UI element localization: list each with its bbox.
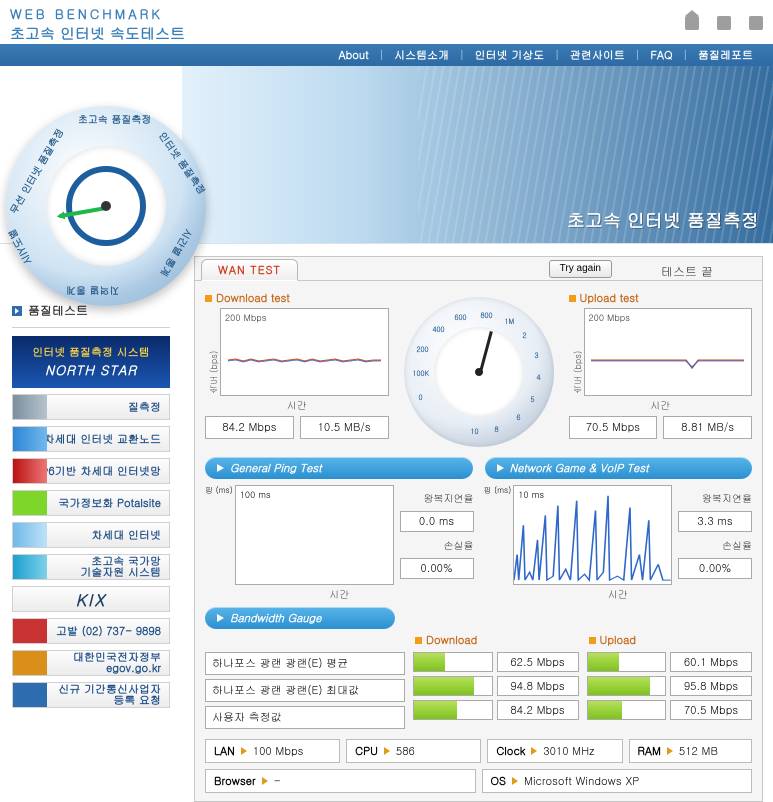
- ping-game-xlabel: 시간: [484, 587, 753, 601]
- ping-general-yunit: 핑 (ms): [205, 485, 235, 585]
- sidebar-item-2[interactable]: IPv6기반 차세대 인터넷망: [12, 458, 170, 484]
- sys-clock: Clock3010 MHz: [487, 739, 622, 763]
- bw-ul-bar-0: [587, 652, 667, 672]
- download-title: Download test: [216, 291, 290, 306]
- sitemap-icon[interactable]: [717, 16, 731, 30]
- wan-panel: WAN TEST Try again 테스트 끝 Download test 속…: [194, 256, 763, 802]
- bw-ul-bar-2: [587, 700, 667, 720]
- gauge-seg-3[interactable]: 지역별 통계: [66, 284, 119, 298]
- sidebar-item-9[interactable]: 신규 기간통신사업자 등록 요청: [12, 682, 170, 708]
- upload-speed-mbps: 70.5 Mbps: [569, 416, 658, 439]
- bw-row-label-1: 하나포스 광랜 광랜(E) 최대값: [205, 679, 405, 702]
- nav-faq[interactable]: FAQ: [640, 48, 682, 63]
- ping-game-chart: 10 ms: [513, 485, 672, 585]
- ping-general-loss-label: 손실율: [400, 538, 474, 552]
- bw-dl-bar-2: [413, 700, 493, 720]
- sys-ram: RAM512 MB: [629, 739, 752, 763]
- upload-ylabel: 속도 (bps): [569, 308, 584, 396]
- tab-wan-test[interactable]: WAN TEST: [201, 259, 298, 281]
- sys-browser: Browser-: [205, 769, 476, 793]
- pill-game-voip: Network Game & VoIP Test: [485, 457, 753, 479]
- bw-ul-val-2: 70.5 Mbps: [670, 700, 752, 720]
- pill-general-ping: General Ping Test: [205, 457, 473, 479]
- upload-xlabel: 시간: [569, 398, 753, 412]
- nav-related[interactable]: 관련사이트: [560, 48, 635, 63]
- bw-download-head: Download: [426, 633, 477, 648]
- sidebar-item-4[interactable]: 차세대 인터넷: [12, 522, 170, 548]
- primary-nav: About| 시스템소개| 인터넷 기상도| 관련사이트| FAQ| 품질레포트: [0, 44, 773, 66]
- ping-general-rtt-value: 0.0 ms: [400, 511, 474, 532]
- sidebar-title: 품질테스트: [28, 302, 88, 319]
- sys-cpu: CPU586: [346, 739, 481, 763]
- sidebar-item-6[interactable]: KIX: [12, 586, 170, 612]
- upload-ycap: 200 Mbps: [589, 311, 630, 324]
- banner-title: 초고속 인터넷 품질측정: [567, 208, 759, 233]
- upload-title: Upload test: [580, 291, 639, 306]
- nav-system[interactable]: 시스템소개: [384, 48, 459, 63]
- bw-ul-val-1: 95.8 Mbps: [670, 676, 752, 696]
- sidebar-item-8[interactable]: 대한민국전자정부 egov.go.kr: [12, 650, 170, 676]
- download-ylabel: 속도 (bps): [205, 308, 220, 396]
- ping-game-yunit: 핑 (ms): [484, 485, 514, 585]
- ping-game-rtt-value: 3.3 ms: [678, 511, 752, 532]
- bw-row-label-0: 하나포스 광랜 광랜(E) 평균: [205, 652, 405, 675]
- sidebar-item-0[interactable]: 질측정: [12, 394, 170, 420]
- upload-chart: 200 Mbps: [584, 308, 753, 396]
- ping-game-loss-value: 0.00%: [678, 558, 752, 579]
- sys-os: OSMicrosoft Windows XP: [482, 769, 753, 793]
- brand-block: WEB BENCHMARK 초고속 인터넷 속도테스트: [10, 4, 185, 44]
- sidebar-item-7[interactable]: 고발 (02) 737- 9898: [12, 618, 170, 644]
- nav-weather[interactable]: 인터넷 기상도: [465, 48, 555, 63]
- ping-game-rtt-label: 왕복지연율: [678, 491, 752, 505]
- center-gauge: 0 100K 200 400 600 800 1M 2 3 4 5 6: [404, 297, 554, 447]
- ping-general-loss-value: 0.00%: [400, 558, 474, 579]
- nav-report[interactable]: 품질레포트: [688, 48, 763, 63]
- bw-dl-bar-1: [413, 676, 493, 696]
- main-gauge: 초고속 품질측정 인터넷 품질측정 무선 인터넷 품질측정 시간별 통계 지역별…: [6, 106, 206, 306]
- download-speed-mbps: 84.2 Mbps: [205, 416, 294, 439]
- download-chart: 200 Mbps: [220, 308, 389, 396]
- sys-lan: LAN100 Mbps: [205, 739, 340, 763]
- sidebar-item-1[interactable]: 차세대 인터넷 교환노드: [12, 426, 170, 452]
- ping-general-rtt-label: 왕복지연율: [400, 491, 474, 505]
- bw-dl-val-1: 94.8 Mbps: [497, 676, 579, 696]
- bw-upload-head: Upload: [600, 633, 637, 648]
- bw-ul-bar-1: [587, 676, 667, 696]
- try-again-button[interactable]: Try again: [549, 260, 612, 278]
- sidebar-item-3[interactable]: 국가정보화 Potalsite: [12, 490, 170, 516]
- brand-title-kr: 초고속 인터넷 속도테스트: [10, 23, 185, 44]
- home-icon[interactable]: [685, 16, 699, 30]
- sidebar-north-star[interactable]: 인터넷 품질측정 시스템NORTH STAR: [12, 336, 170, 388]
- nav-about[interactable]: About: [329, 48, 379, 63]
- bw-dl-bar-0: [413, 652, 493, 672]
- arrow-icon: [12, 306, 22, 316]
- download-xlabel: 시간: [205, 398, 389, 412]
- upload-speed-mbs: 8.81 MB/s: [663, 416, 752, 439]
- bw-row-label-2: 사용자 측정값: [205, 706, 405, 729]
- gauge-seg-0[interactable]: 초고속 품질측정: [78, 112, 151, 126]
- brand-title-en: WEB BENCHMARK: [10, 4, 185, 23]
- ping-general-chart: 100 ms: [235, 485, 394, 585]
- bw-ul-val-0: 60.1 Mbps: [670, 652, 752, 672]
- english-icon[interactable]: [749, 16, 763, 30]
- ping-general-xlabel: 시간: [205, 587, 474, 601]
- sidebar-item-5[interactable]: 초고속 국가망 기술자원 시스템: [12, 554, 170, 580]
- bw-dl-val-0: 62.5 Mbps: [497, 652, 579, 672]
- test-end-label: 테스트 끝: [612, 263, 762, 280]
- bw-dl-val-2: 84.2 Mbps: [497, 700, 579, 720]
- ping-game-loss-label: 손실율: [678, 538, 752, 552]
- download-ycap: 200 Mbps: [225, 311, 266, 324]
- download-speed-mbs: 10.5 MB/s: [300, 416, 389, 439]
- pill-bandwidth: Bandwidth Gauge: [205, 607, 395, 629]
